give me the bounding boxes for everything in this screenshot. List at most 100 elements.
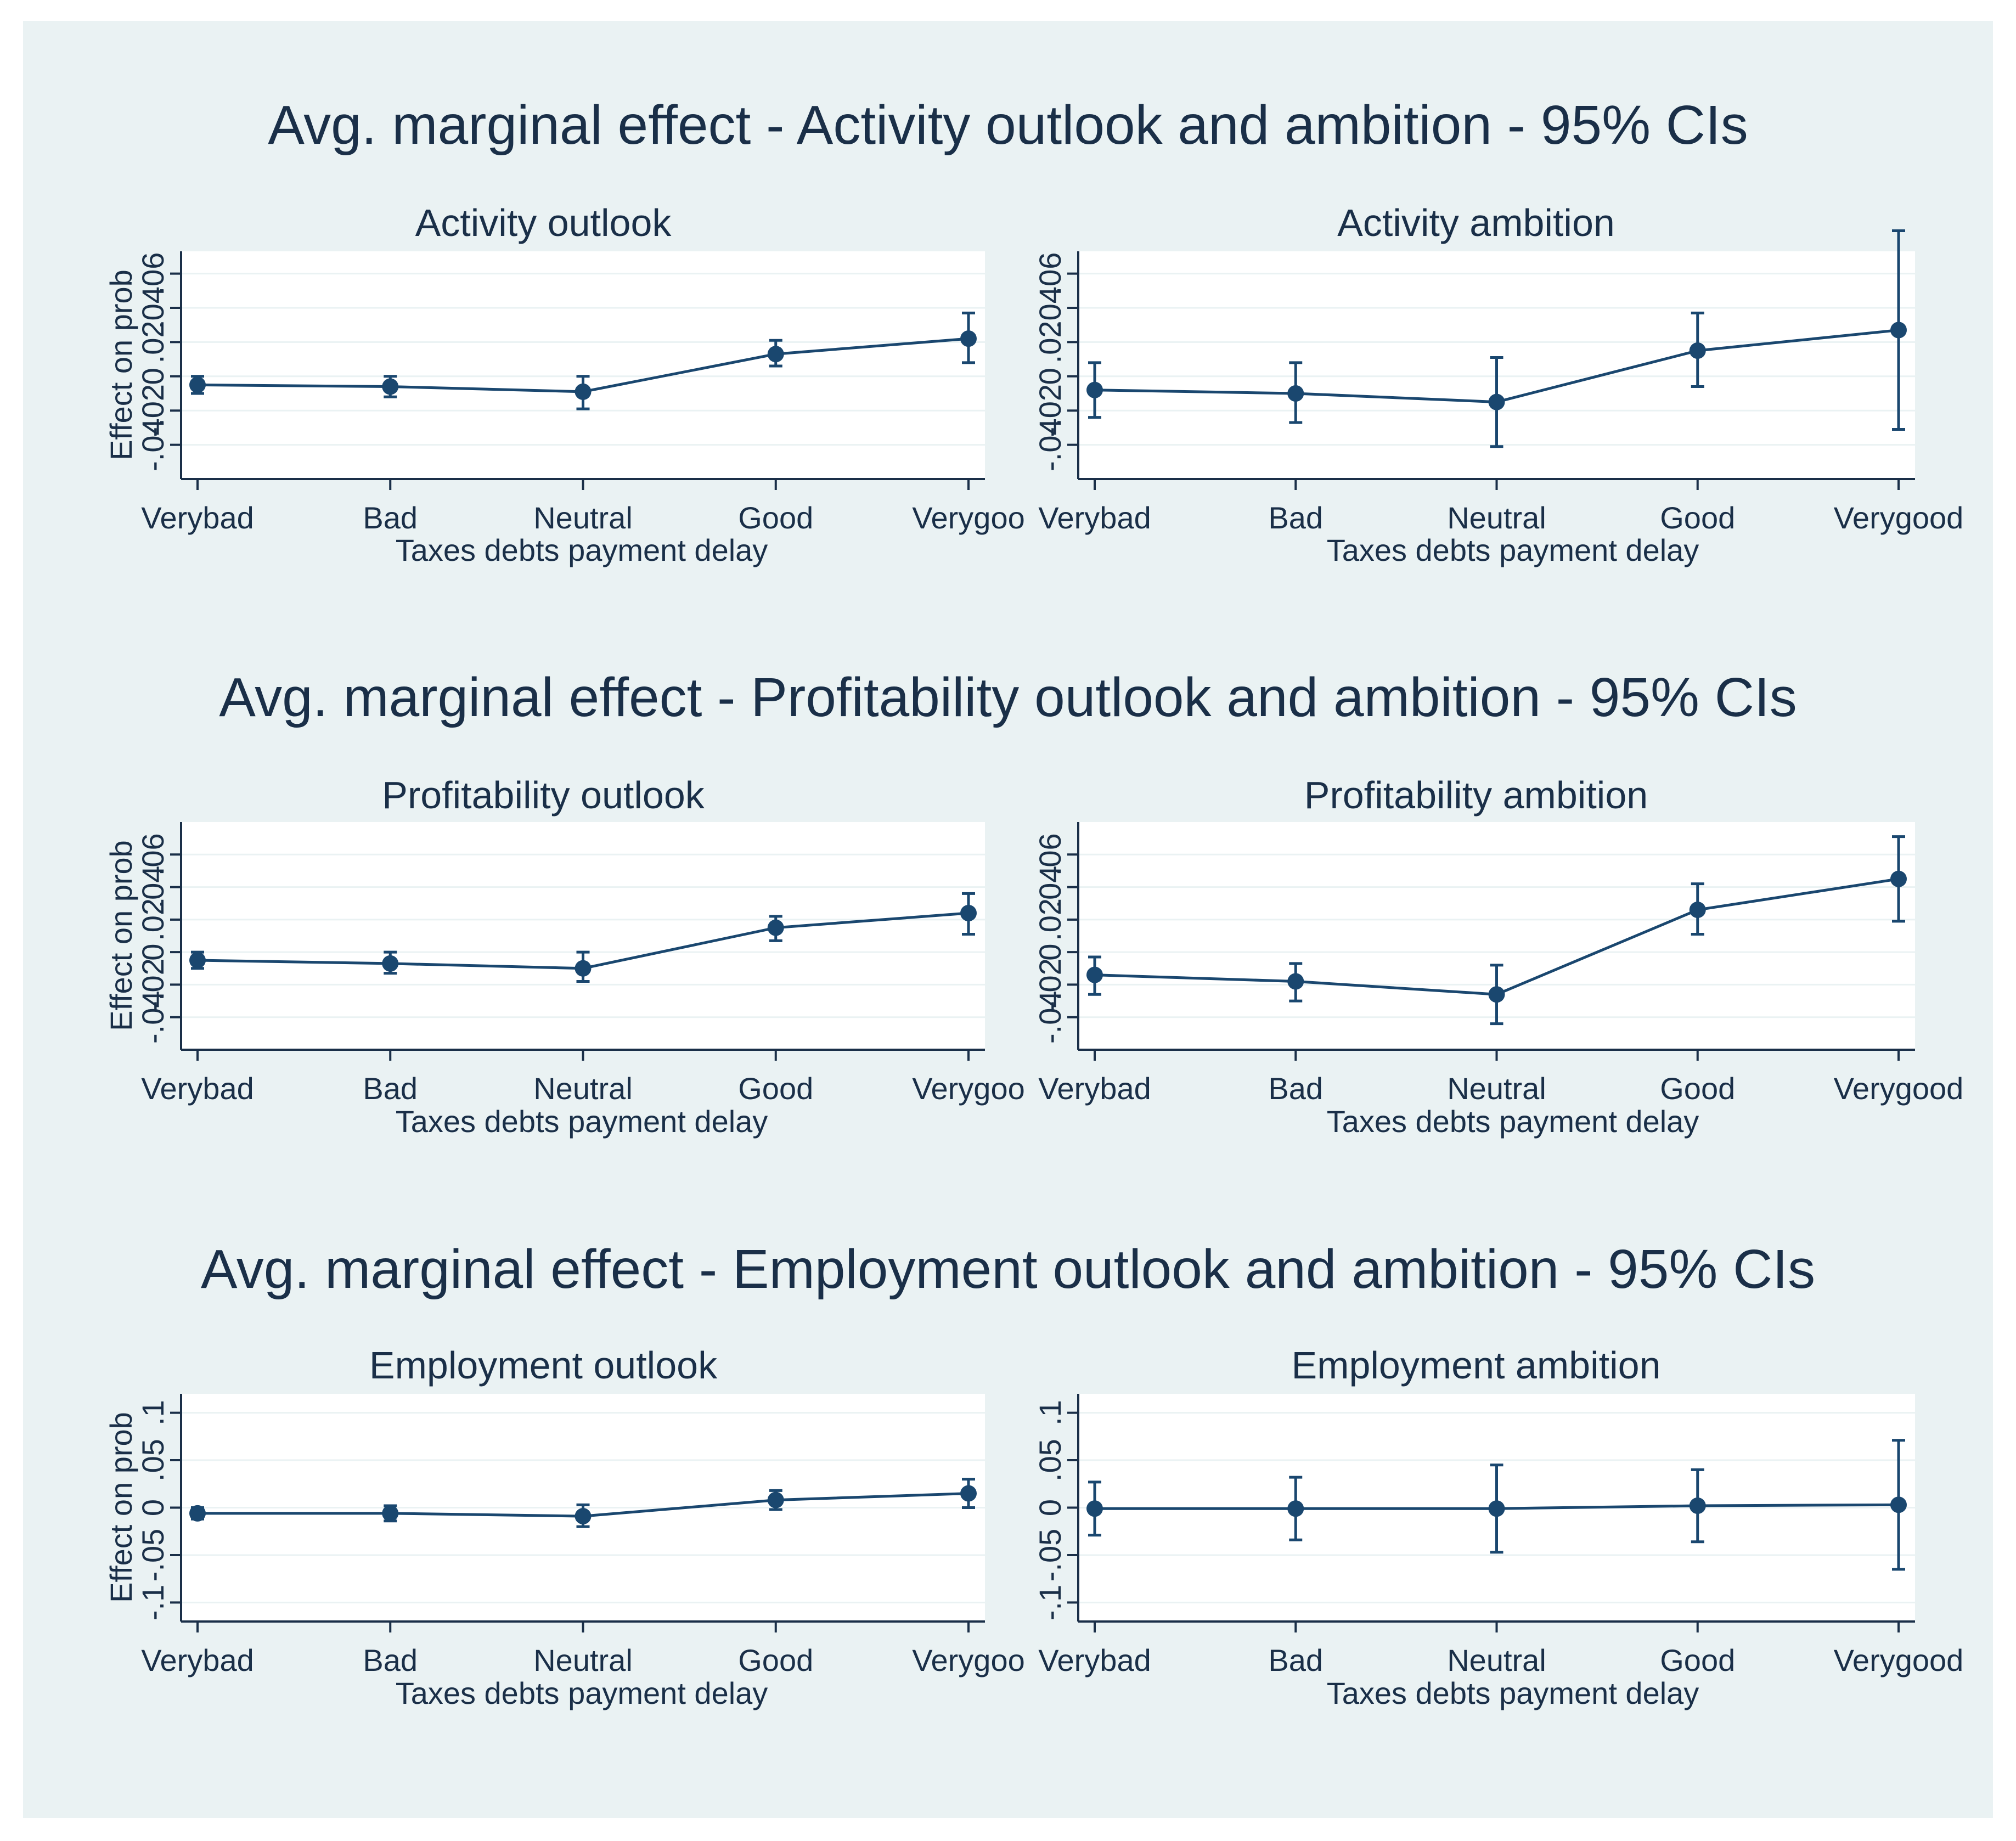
x-tick-label: Good — [738, 500, 813, 535]
x-tick-label: Verybad — [141, 1643, 254, 1677]
panel-profitability-ambition: -.04-.020 .02.04.06 Verybad Bad Neutral Good… — [1033, 774, 1963, 1139]
y-tick-label: .06 — [1033, 833, 1067, 876]
x-tick-label: Good — [738, 1643, 813, 1677]
panel-activity-ambition: -.04-.020 .02.04.06 Verybad Bad Neutral Good… — [1033, 201, 1963, 567]
point-marker — [575, 383, 592, 400]
x-tick-label: Good — [1660, 1071, 1735, 1106]
x-tick-label: Neutral — [533, 1071, 633, 1106]
x-tick-label: Bad — [1268, 1071, 1323, 1106]
y-tick-label: .06 — [136, 833, 170, 876]
y-tick-label: .04 — [1033, 866, 1067, 909]
y-tick-label: -.04 — [136, 418, 170, 471]
point-marker — [767, 346, 784, 363]
point-marker — [1086, 966, 1103, 983]
point-marker — [960, 330, 977, 347]
gridlines — [181, 853, 985, 1018]
x-ticks: Verybad Bad Neutral Good Verygoo — [141, 479, 1025, 535]
point-marker — [1086, 381, 1103, 398]
x-ticks: Verybad Bad Neutral Good Verygood — [1038, 1622, 1963, 1677]
panel-title: Employment outlook — [369, 1344, 718, 1387]
y-tick-label: 0 — [136, 368, 170, 385]
x-tick-label: Neutral — [533, 1643, 633, 1677]
y-tick-label: .06 — [1033, 252, 1067, 295]
x-axis-label: Taxes debts payment delay — [1327, 533, 1699, 567]
series — [1086, 229, 1907, 448]
point-marker — [575, 1508, 592, 1525]
y-tick-label: .02 — [1033, 898, 1067, 941]
point-marker — [1086, 1500, 1103, 1517]
x-tick-label: Neutral — [1447, 1643, 1546, 1677]
y-tick-label: .05 — [136, 1439, 170, 1482]
y-tick-label: .06 — [136, 252, 170, 295]
x-axis-label: Taxes debts payment delay — [396, 1676, 768, 1710]
x-tick-label: Neutral — [1447, 500, 1546, 535]
y-axis-label: Effect on prob — [104, 1412, 138, 1603]
point-marker — [1689, 902, 1706, 919]
series — [189, 892, 977, 983]
x-tick-label: Verybad — [1038, 1643, 1151, 1677]
series — [189, 311, 977, 410]
point-marker — [1689, 1497, 1706, 1515]
y-tick-label: -.1 — [136, 1585, 170, 1620]
y-tick-label: -.02 — [136, 958, 170, 1011]
panel-title: Activity outlook — [415, 201, 672, 244]
point-marker — [382, 378, 399, 395]
y-axis-label: Effect on prob — [104, 840, 138, 1031]
point-marker — [1488, 393, 1505, 410]
y-tick-label: -.1 — [1033, 1585, 1067, 1620]
y-tick-label: -.04 — [1033, 990, 1067, 1044]
y-tick-label: .1 — [136, 1400, 170, 1426]
y-tick-label: -.04 — [136, 990, 170, 1044]
y-tick-label: -.02 — [1033, 958, 1067, 1011]
x-tick-label: Verybad — [141, 500, 254, 535]
point-marker — [1890, 1496, 1907, 1513]
y-tick-label: 0 — [136, 1499, 170, 1516]
y-ticks: -.04-.020 .02.04.06 — [1033, 833, 1078, 1044]
plot-area — [181, 822, 985, 1050]
point-marker — [189, 952, 206, 969]
point-marker — [382, 1505, 399, 1522]
point-marker — [767, 919, 784, 936]
y-tick-label: .04 — [1033, 286, 1067, 329]
x-tick-label: Bad — [363, 1643, 418, 1677]
series — [189, 1478, 977, 1528]
point-marker — [960, 905, 977, 921]
y-tick-label: .02 — [136, 320, 170, 363]
x-axis-label: Taxes debts payment delay — [396, 533, 768, 567]
panel-profitability-outlook: -.04-.020 .02.04.06 Verybad Bad Neutral Good… — [104, 774, 1025, 1139]
x-tick-label: Verygood — [1834, 1071, 1964, 1106]
y-tick-label: .02 — [136, 898, 170, 941]
x-ticks: Verybad Bad Neutral Good Verygood — [1038, 479, 1963, 535]
panel-employment-ambition: -.1-.05 0 .05 .1 Verybad Bad Neutral Good Veryg… — [1033, 1344, 1963, 1710]
panel-activity-outlook: -.04-.020 .02.04.06 Verybad Bad Neutral Good… — [104, 201, 1025, 567]
point-marker — [1488, 986, 1505, 1003]
x-ticks: Verybad Bad Neutral Good Verygood — [1038, 1050, 1963, 1106]
x-tick-label: Verybad — [141, 1071, 254, 1106]
x-tick-label: Verygoo — [912, 1071, 1025, 1106]
y-tick-label: -.02 — [1033, 384, 1067, 437]
y-tick-label: 0 — [1033, 944, 1067, 961]
y-ticks: -.1-.05 0 .05 .1 — [136, 1400, 181, 1620]
y-tick-label: -.04 — [1033, 418, 1067, 471]
point-marker — [960, 1485, 977, 1502]
x-tick-label: Bad — [1268, 1643, 1323, 1677]
point-marker — [189, 376, 206, 393]
y-tick-label: .02 — [1033, 320, 1067, 363]
x-ticks: Verybad Bad Neutral Good Verygoo — [141, 1050, 1025, 1106]
panel-employment-outlook: -.1-.05 0 .05 .1 Verybad Bad Neutral Good Veryg… — [104, 1344, 1025, 1710]
point-marker — [189, 1505, 206, 1522]
x-tick-label: Bad — [1268, 500, 1323, 535]
y-tick-label: 0 — [136, 944, 170, 961]
x-tick-label: Verybad — [1038, 1071, 1151, 1106]
y-tick-label: 0 — [1033, 368, 1067, 385]
panel-title: Employment ambition — [1291, 1344, 1660, 1387]
point-marker — [1488, 1500, 1505, 1517]
x-tick-label: Neutral — [1447, 1071, 1546, 1106]
point-marker — [1689, 342, 1706, 359]
y-tick-label: .05 — [1033, 1439, 1067, 1482]
x-tick-label: Good — [1660, 1643, 1735, 1677]
point-marker — [767, 1491, 784, 1508]
x-tick-label: Bad — [363, 500, 418, 535]
panel-title: Profitability outlook — [382, 774, 705, 817]
